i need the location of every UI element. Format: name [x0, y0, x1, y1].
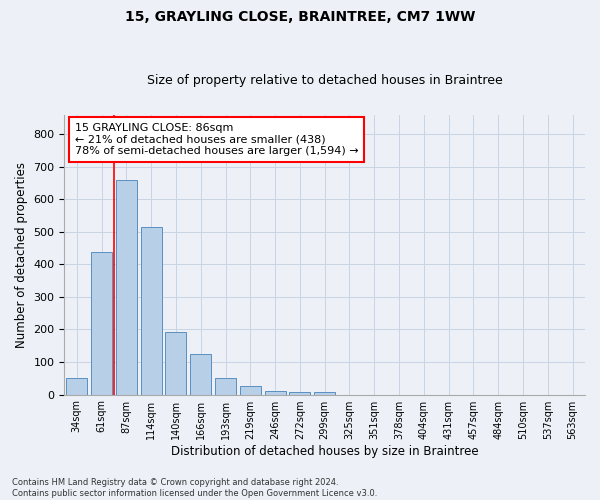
Title: Size of property relative to detached houses in Braintree: Size of property relative to detached ho… [147, 74, 503, 87]
Text: 15, GRAYLING CLOSE, BRAINTREE, CM7 1WW: 15, GRAYLING CLOSE, BRAINTREE, CM7 1WW [125, 10, 475, 24]
Bar [116, 180, 137, 394]
Bar [140, 227, 162, 394]
Bar [91, 252, 112, 394]
Bar [240, 386, 261, 394]
Bar [166, 332, 187, 394]
X-axis label: Distribution of detached houses by size in Braintree: Distribution of detached houses by size … [171, 444, 479, 458]
Bar [66, 378, 88, 394]
Bar [289, 392, 310, 394]
Bar [190, 354, 211, 395]
Y-axis label: Number of detached properties: Number of detached properties [15, 162, 28, 348]
Text: Contains HM Land Registry data © Crown copyright and database right 2024.
Contai: Contains HM Land Registry data © Crown c… [12, 478, 377, 498]
Bar [215, 378, 236, 394]
Bar [314, 392, 335, 394]
Bar [265, 392, 286, 394]
Text: 15 GRAYLING CLOSE: 86sqm
← 21% of detached houses are smaller (438)
78% of semi-: 15 GRAYLING CLOSE: 86sqm ← 21% of detach… [75, 123, 358, 156]
